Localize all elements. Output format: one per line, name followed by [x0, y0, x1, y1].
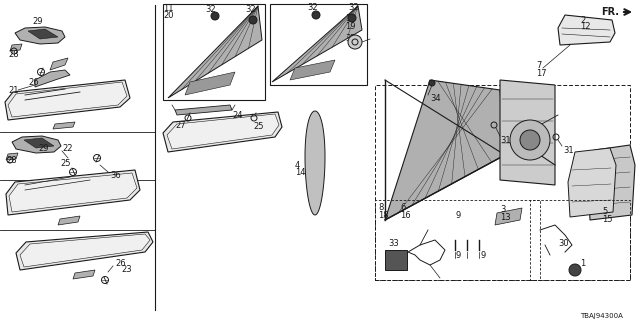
Text: 16: 16 [400, 212, 411, 220]
Polygon shape [500, 80, 555, 185]
Polygon shape [568, 148, 616, 217]
Polygon shape [10, 44, 22, 51]
Text: 35: 35 [345, 34, 356, 43]
Text: 25: 25 [60, 158, 70, 167]
Circle shape [211, 12, 219, 20]
Bar [270, 4, 367, 85]
Text: 29: 29 [32, 17, 42, 26]
Text: 33: 33 [388, 239, 399, 249]
Circle shape [429, 80, 435, 86]
Text: 10: 10 [345, 13, 355, 22]
Text: 13: 13 [500, 212, 511, 221]
Text: 3: 3 [500, 205, 506, 214]
Polygon shape [175, 105, 232, 115]
Polygon shape [16, 232, 153, 270]
Bar [375, 200, 540, 280]
Polygon shape [6, 170, 140, 215]
Polygon shape [558, 15, 615, 45]
Text: 32: 32 [245, 4, 255, 13]
Circle shape [520, 130, 540, 150]
Text: 21: 21 [8, 85, 19, 94]
Text: 11: 11 [163, 4, 173, 12]
Circle shape [348, 35, 362, 49]
Polygon shape [185, 72, 235, 95]
Text: TBAJ94300A: TBAJ94300A [580, 313, 623, 319]
Polygon shape [168, 6, 262, 98]
Polygon shape [163, 112, 282, 152]
Circle shape [569, 264, 581, 276]
Circle shape [348, 14, 356, 22]
Polygon shape [167, 114, 279, 149]
Text: 2: 2 [580, 15, 585, 25]
Polygon shape [50, 58, 68, 70]
Text: 1: 1 [580, 260, 585, 268]
Text: 8: 8 [378, 204, 383, 212]
Polygon shape [20, 234, 150, 267]
Circle shape [510, 120, 550, 160]
Text: 36: 36 [110, 171, 121, 180]
Text: 32: 32 [348, 3, 358, 12]
Circle shape [249, 16, 257, 24]
Text: 22: 22 [62, 143, 72, 153]
Polygon shape [495, 208, 522, 225]
Text: 4: 4 [295, 161, 300, 170]
Polygon shape [385, 80, 505, 220]
Text: 23: 23 [121, 266, 132, 275]
Polygon shape [6, 153, 18, 160]
Polygon shape [53, 122, 75, 129]
Text: 26: 26 [115, 259, 125, 268]
Polygon shape [15, 27, 65, 44]
Polygon shape [305, 111, 325, 215]
Text: 28: 28 [8, 50, 19, 59]
Text: 5: 5 [602, 207, 607, 217]
Polygon shape [58, 216, 80, 225]
Text: 17: 17 [536, 68, 547, 77]
Text: 32: 32 [307, 3, 317, 12]
Text: 24: 24 [232, 110, 243, 119]
Polygon shape [35, 70, 70, 87]
Polygon shape [12, 136, 61, 153]
Text: 9: 9 [455, 251, 460, 260]
Text: 9: 9 [455, 211, 460, 220]
Polygon shape [9, 173, 137, 212]
Polygon shape [24, 138, 54, 148]
Polygon shape [5, 80, 130, 120]
Text: 7: 7 [536, 60, 541, 69]
Text: 9: 9 [480, 251, 485, 260]
Text: 29: 29 [38, 143, 49, 153]
Text: 28: 28 [6, 156, 17, 164]
Polygon shape [272, 6, 362, 82]
Text: 27: 27 [175, 121, 186, 130]
Polygon shape [290, 60, 335, 80]
Polygon shape [588, 145, 635, 220]
Text: 20: 20 [163, 11, 173, 20]
Text: 26: 26 [28, 77, 38, 86]
Text: 32: 32 [205, 4, 216, 13]
Text: 19: 19 [345, 21, 355, 30]
Bar [163, 4, 265, 100]
Bar [375, 85, 630, 280]
Text: 30: 30 [558, 239, 568, 249]
Text: 6: 6 [400, 204, 405, 212]
Polygon shape [73, 270, 95, 279]
Text: FR.: FR. [601, 7, 619, 17]
Polygon shape [8, 82, 127, 117]
Polygon shape [28, 29, 58, 39]
Text: 14: 14 [295, 167, 305, 177]
Text: 12: 12 [580, 21, 591, 30]
Bar [385, 250, 407, 270]
Circle shape [312, 11, 320, 19]
Text: 15: 15 [602, 215, 612, 225]
Text: 25: 25 [253, 122, 264, 131]
Text: 18: 18 [378, 212, 388, 220]
Text: 31: 31 [500, 135, 511, 145]
Bar [530, 200, 630, 280]
Text: 31: 31 [563, 146, 573, 155]
Text: 34: 34 [430, 93, 440, 102]
